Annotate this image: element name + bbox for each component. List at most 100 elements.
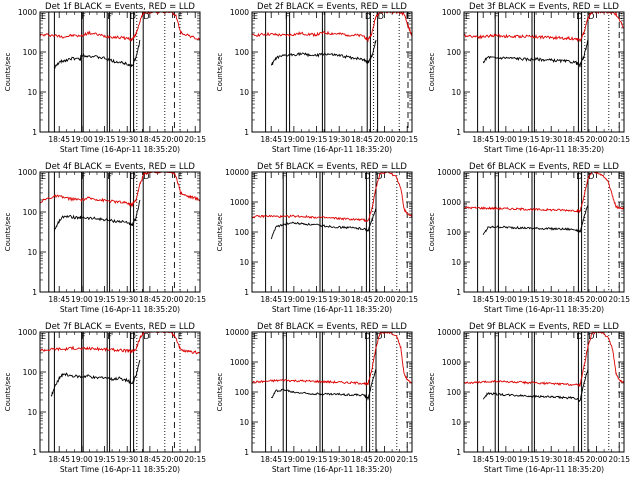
y-axis-label: Counts/sec xyxy=(428,373,436,412)
y-tick-label: 10000 xyxy=(437,168,461,177)
x-tick-label: 18:45 xyxy=(139,455,161,464)
y-tick-label: 10 xyxy=(451,88,461,97)
chart-panel-6: Det 6f BLACK = Events, RED = LLD Counts/s… xyxy=(428,162,630,314)
y-tick-label: 1000 xyxy=(230,198,249,207)
event-marker-label: E xyxy=(178,12,183,21)
x-tick-label: 19:00 xyxy=(71,455,93,464)
event-marker-label: D xyxy=(365,12,371,21)
event-marker-label: E xyxy=(406,12,411,21)
y-axis-label: Counts/sec xyxy=(216,213,224,252)
x-tick-label: 18:45 xyxy=(260,455,282,464)
y-tick-label: 10000 xyxy=(225,168,249,177)
event-marker-label: D xyxy=(588,172,594,181)
x-tick-label: 19:00 xyxy=(495,135,517,144)
x-tick-label: 20:15 xyxy=(396,135,418,144)
plot-frame xyxy=(251,331,413,453)
x-tick-label: 19:00 xyxy=(71,135,93,144)
x-axis-label: Start Time (16-Apr-11 18:35:20) xyxy=(484,145,604,154)
chart-panel-2: Det 2f BLACK = Events, RED = LLD Counts/s… xyxy=(216,2,418,154)
x-tick-label: 19:30 xyxy=(540,295,562,304)
y-tick-label: 100 xyxy=(235,388,250,397)
y-tick-label: 10 xyxy=(239,418,249,427)
x-tick-label: 18:45 xyxy=(139,135,161,144)
x-tick-label: 19:30 xyxy=(540,455,562,464)
x-tick-label: 18:45 xyxy=(351,295,373,304)
event-marker-label: E xyxy=(465,332,470,341)
x-tick-label: 18:45 xyxy=(351,455,373,464)
event-marker-label: E xyxy=(406,332,411,341)
y-axis-label: Counts/sec xyxy=(4,373,12,412)
x-axis-label: Start Time (16-Apr-11 18:35:20) xyxy=(60,465,180,474)
x-tick-label: 19:15 xyxy=(94,295,116,304)
event-marker-label: E xyxy=(465,172,470,181)
y-tick-label: 1 xyxy=(456,288,461,297)
y-tick-label: 100 xyxy=(23,368,38,377)
y-tick-label: 10 xyxy=(239,88,249,97)
event-marker-label: D xyxy=(364,332,370,341)
plot-frame xyxy=(39,11,201,133)
chart-title: Det 9f BLACK = Events, RED = LLD xyxy=(469,322,619,332)
y-tick-label: 1 xyxy=(456,128,461,137)
event-marker-label: F xyxy=(81,332,86,341)
x-tick-label: 20:15 xyxy=(184,135,206,144)
event-marker-label: E xyxy=(41,332,46,341)
series-line-events xyxy=(53,199,141,232)
y-axis-label: Counts/sec xyxy=(428,213,436,252)
x-tick-label: 19:15 xyxy=(306,135,328,144)
event-marker-label: F xyxy=(494,172,499,181)
series-line-events xyxy=(50,359,141,397)
y-axis-label: Counts/sec xyxy=(216,373,224,412)
event-marker-label: D xyxy=(130,12,136,21)
series-line-events xyxy=(271,368,377,401)
x-tick-label: 19:30 xyxy=(328,455,350,464)
x-tick-label: 20:00 xyxy=(374,135,396,144)
series-line-events xyxy=(270,39,377,66)
event-marker-label: F xyxy=(282,332,287,341)
x-tick-label: 19:15 xyxy=(518,295,540,304)
x-tick-label: 18:45 xyxy=(260,135,282,144)
event-marker-label: E xyxy=(618,332,623,341)
chart-panel-8: Det 8f BLACK = Events, RED = LLD Counts/s… xyxy=(216,322,418,474)
y-tick-label: 10000 xyxy=(437,328,461,337)
event-marker-label: F xyxy=(494,12,499,21)
x-tick-label: 19:15 xyxy=(518,135,540,144)
event-marker-label: E xyxy=(618,172,623,181)
event-marker-label: F xyxy=(107,332,112,341)
y-tick-label: 1 xyxy=(456,448,461,457)
x-tick-label: 18:45 xyxy=(48,135,70,144)
x-tick-label: 20:15 xyxy=(608,455,630,464)
chart-title: Det 7f BLACK = Events, RED = LLD xyxy=(45,322,195,332)
event-marker-label: E xyxy=(41,172,46,181)
x-tick-label: 20:00 xyxy=(162,135,184,144)
chart-title: Det 3f BLACK = Events, RED = LLD xyxy=(469,2,619,12)
x-tick-label: 19:00 xyxy=(283,455,305,464)
x-tick-label: 20:00 xyxy=(586,295,608,304)
x-tick-label: 18:45 xyxy=(563,455,585,464)
event-marker-label: F xyxy=(282,172,287,181)
x-tick-label: 18:45 xyxy=(472,295,494,304)
event-marker-label: D xyxy=(576,332,582,341)
y-tick-label: 1000 xyxy=(442,8,461,17)
y-tick-label: 100 xyxy=(447,228,462,237)
x-tick-label: 20:15 xyxy=(184,455,206,464)
series-line-lld xyxy=(463,171,625,214)
y-tick-label: 10 xyxy=(451,418,461,427)
series-line-events xyxy=(482,39,589,68)
event-marker-label: E xyxy=(178,172,183,181)
chart-title: Det 5f BLACK = Events, RED = LLD xyxy=(257,162,407,172)
x-tick-label: 19:15 xyxy=(94,455,116,464)
x-tick-label: 18:45 xyxy=(472,135,494,144)
event-marker-label: D xyxy=(130,332,136,341)
y-tick-label: 10 xyxy=(27,248,37,257)
chart-title: Det 8f BLACK = Events, RED = LLD xyxy=(257,322,407,332)
plot-frame xyxy=(39,171,201,293)
series-line-lld xyxy=(39,170,201,208)
chart-panel-1: Det 1f BLACK = Events, RED = LLD Counts/s… xyxy=(4,2,206,154)
plot-frame xyxy=(463,331,625,453)
x-tick-label: 18:45 xyxy=(260,295,282,304)
chart-title: Det 2f BLACK = Events, RED = LLD xyxy=(257,2,407,12)
y-tick-label: 10 xyxy=(27,88,37,97)
chart-panel-4: Det 4f BLACK = Events, RED = LLD Counts/s… xyxy=(4,162,206,314)
y-tick-label: 100 xyxy=(235,48,250,57)
